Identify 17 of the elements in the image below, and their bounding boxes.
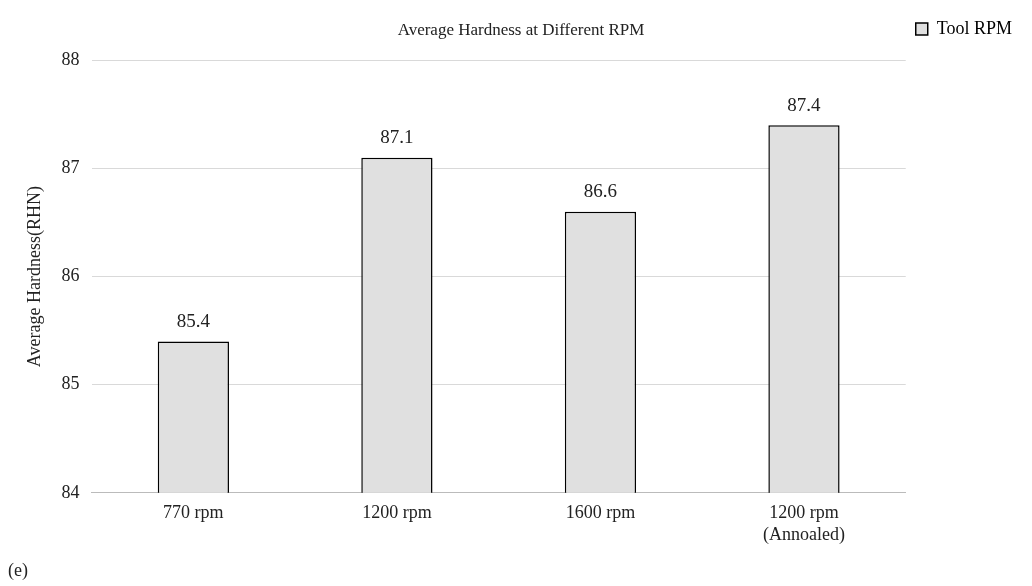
x-tick-label: 770 rpm	[163, 502, 224, 523]
data-label: 86.6	[583, 180, 618, 202]
y-tick-label: 88	[61, 49, 80, 70]
y-tick-label: 87	[61, 157, 80, 178]
x-tick-label: 1600 rpm	[565, 502, 636, 523]
data-label: 85.4	[176, 309, 211, 331]
chart-title: Average Hardness at Different RPM	[397, 19, 645, 39]
x-tick-label: 1200 rpm (Annoaled)	[762, 502, 845, 545]
data-label: 87.4	[787, 93, 822, 115]
text: (e)	[8, 559, 28, 581]
y-tick-label: 86	[61, 265, 80, 286]
y-tick-label: 85	[61, 373, 80, 394]
x-tick-label: 1200 rpm	[362, 502, 432, 523]
y-axis-title: Average Hardness(RHN)	[23, 186, 45, 368]
legend-label: Tool RPM	[936, 17, 1012, 38]
data-label: 87.1	[380, 126, 414, 148]
y-tick-label: 84	[61, 481, 80, 502]
